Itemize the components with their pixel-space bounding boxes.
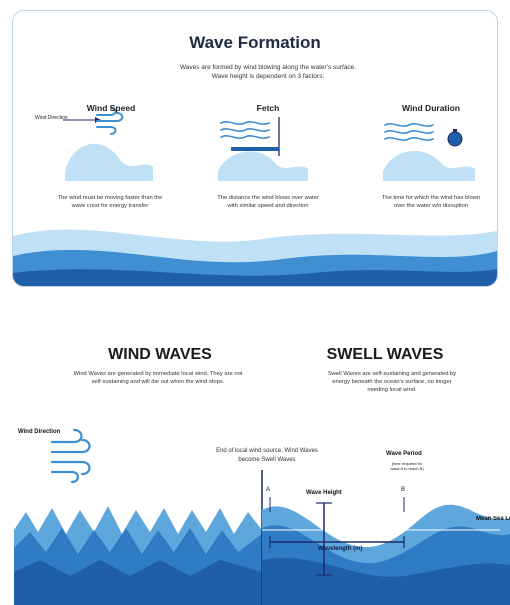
transition-note: End of local wind source, Wind Waves bec…: [216, 448, 318, 463]
wave-hill-3: [383, 150, 475, 181]
factor-text-wind-duration: The time for which the wind has blown ov…: [381, 195, 481, 209]
wind-waves-deep: [14, 560, 262, 605]
panel-subtitle: Waves are formed by wind blowing along t…: [133, 63, 403, 81]
subtitle-line-1: Waves are formed by wind blowing along t…: [179, 64, 357, 71]
wind-gust-icon: [50, 428, 91, 484]
wave-period-label: Wave Period: [386, 451, 422, 457]
factor-heading-wind-speed: Wind Speed: [86, 103, 136, 113]
wind-waves-text: Wind Waves are generated by immediate lo…: [73, 371, 243, 385]
duration-wind-lines-icon: [384, 123, 434, 141]
panel-title: Wave Formation: [189, 33, 321, 52]
factor-text-wind-speed: The wind must be moving faster than the …: [57, 195, 163, 209]
wave-formation-illustration: [13, 107, 497, 286]
subtitle-line-2: Wave height is dependent on 3 factors:: [211, 73, 325, 80]
wave-hill-2: [218, 151, 308, 181]
wind-waves-heading: WIND WAVES: [108, 346, 212, 363]
wind-direction-label: Wind Direction: [35, 115, 68, 121]
swell-waves-text: Swell Waves are self-sustaining and gene…: [327, 371, 457, 393]
factor-heading-fetch: Fetch: [256, 103, 280, 113]
wave-hill-1: [65, 143, 153, 181]
wavelength-label: Wavelength (m): [318, 546, 363, 552]
fetch-distance-bar: [231, 147, 279, 151]
wave-formation-panel: Wave Formation Waves are formed by wind …: [12, 10, 498, 287]
wave-period-note: (time required for wave A to reach B): [390, 461, 424, 471]
point-b-label: B: [401, 487, 406, 493]
fetch-wind-lines-icon: [220, 121, 270, 139]
wave-height-label: Wave Height: [306, 490, 342, 496]
factor-text-fetch: The distance the wind blows over water w…: [217, 195, 319, 209]
decor-wave-deep: [13, 269, 497, 286]
mean-sea-level-label: Mean Sea Level: [476, 516, 510, 522]
swell-waves-heading: SWELL WAVES: [326, 346, 444, 363]
wind-swirl-icon: [96, 107, 124, 135]
point-a-label: A: [266, 487, 271, 493]
wind-direction-label-bottom: Wind Direction: [18, 429, 61, 435]
factor-heading-wind-duration: Wind Duration: [402, 103, 460, 113]
